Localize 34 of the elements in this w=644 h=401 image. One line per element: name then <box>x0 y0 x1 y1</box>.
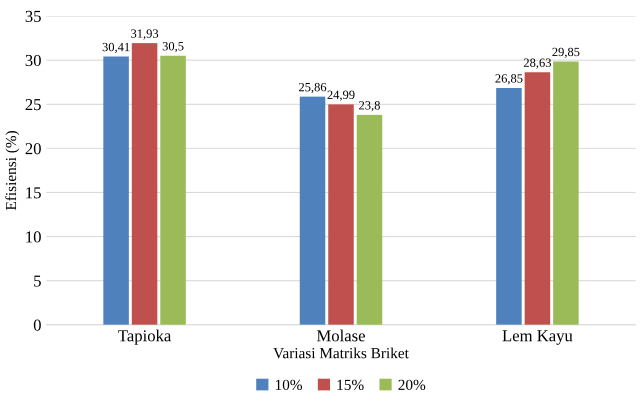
bar <box>356 114 382 325</box>
x-tick-label: Molase <box>316 330 365 342</box>
y-tick-label: 15 <box>26 187 41 198</box>
bar <box>160 56 186 325</box>
x-tick-label: Tapioka <box>118 330 172 345</box>
bar <box>328 104 354 325</box>
y-tick-label: 0 <box>34 320 41 331</box>
x-axis-title: Variasi Matriks Briket <box>273 348 409 358</box>
data-label: 26,85 <box>495 74 523 84</box>
legend-label: 10% <box>276 380 302 390</box>
legend-label: 15% <box>338 380 364 390</box>
y-tick-label: 10 <box>26 231 41 243</box>
data-label: 25,86 <box>299 82 326 94</box>
data-label: 30,41 <box>102 42 130 54</box>
bar <box>103 56 129 325</box>
legend-label: 20% <box>398 380 426 390</box>
y-tick-label: 25 <box>26 99 41 110</box>
data-label: 31,93 <box>131 29 158 40</box>
y-tick-label: 5 <box>34 276 41 287</box>
y-tick-label: 20 <box>26 143 41 154</box>
y-tick-label: 30 <box>26 54 41 66</box>
bar <box>132 43 158 325</box>
y-tick-label: 35 <box>26 10 41 22</box>
y-axis-title: Efisiensi (%) <box>5 131 20 210</box>
data-label: 28,63 <box>524 58 551 69</box>
data-label: 30,5 <box>162 42 184 52</box>
bar <box>524 72 550 325</box>
bar <box>496 88 522 325</box>
data-label: 23,8 <box>359 101 380 112</box>
data-label: 24,99 <box>327 90 355 101</box>
bar <box>300 96 326 325</box>
x-tick-label: Lem Kayu <box>502 330 573 345</box>
bar <box>553 61 579 325</box>
data-label: 29,85 <box>552 48 580 58</box>
